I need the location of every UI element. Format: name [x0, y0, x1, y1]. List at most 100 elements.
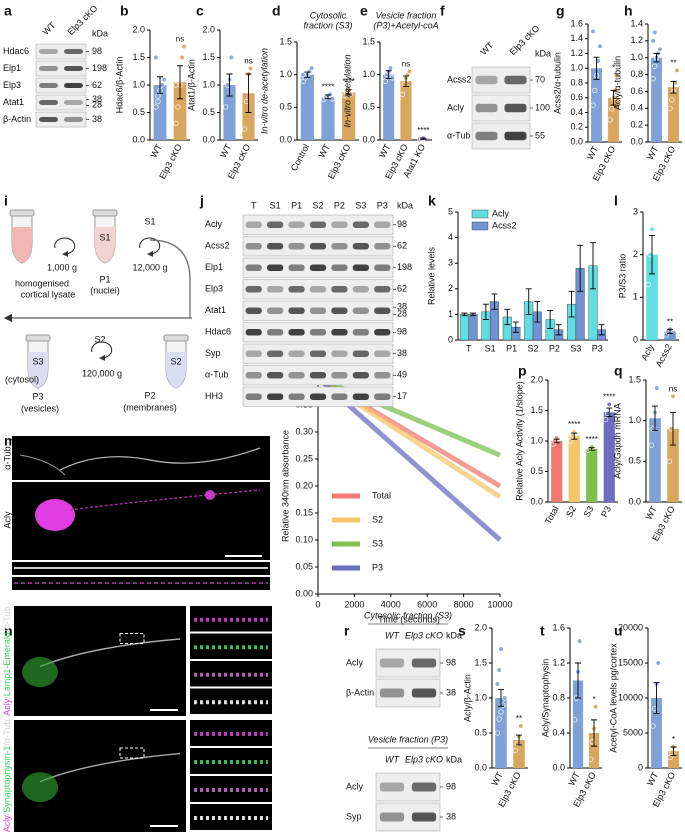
- error-bar: [547, 310, 554, 329]
- panel-letter: a: [4, 3, 12, 19]
- roi: [119, 747, 145, 759]
- blot-band: [352, 264, 369, 271]
- blot-band: [245, 350, 262, 357]
- blot-column-label: P3: [377, 200, 388, 210]
- bar: [668, 87, 679, 142]
- blot-band: [331, 243, 348, 250]
- bracket: [149, 239, 191, 318]
- legend-label: S2: [372, 514, 383, 524]
- blot-band: [39, 99, 58, 106]
- panel-letter: g: [556, 3, 565, 19]
- blot-band: [504, 75, 527, 85]
- data-point: [389, 75, 395, 81]
- significance: **: [670, 58, 676, 67]
- y-axis-label: Relative Acly Activity (1/slope): [514, 381, 524, 501]
- tube-liquid: [12, 227, 32, 263]
- y-tick-label: 1: [633, 292, 638, 302]
- kda-label: kDa: [446, 630, 462, 640]
- panel-letter: s: [458, 623, 466, 639]
- bar: [153, 85, 167, 140]
- data-point: [382, 78, 388, 84]
- y-tick-label: 0.0: [570, 136, 583, 146]
- error-bar: [575, 662, 581, 699]
- error-bar: [403, 75, 409, 87]
- blot-band: [309, 307, 327, 314]
- error-bar: [593, 56, 600, 80]
- blot-column-label: T: [251, 200, 257, 210]
- error-bar: [670, 412, 676, 446]
- data-point: [173, 82, 179, 88]
- data-point: [650, 76, 656, 82]
- blot-band: [374, 243, 391, 250]
- data-point: [592, 87, 598, 94]
- blot-band: [331, 264, 348, 271]
- bar: [588, 733, 600, 768]
- x-tick-label: WT: [643, 504, 659, 521]
- blot-row-label: α-Tub: [205, 370, 228, 380]
- y-tick-label: 0.15: [295, 507, 313, 517]
- x-tick-label: S2: [564, 504, 578, 518]
- blot-band: [331, 372, 348, 379]
- diagram-label: (nuclei): [90, 285, 120, 295]
- significance: ns: [176, 35, 184, 44]
- kda-marker: 49: [397, 370, 407, 380]
- bar: [551, 441, 563, 502]
- bar: [651, 57, 662, 142]
- blot-row-label: Elp3: [205, 284, 223, 294]
- data-point: [589, 739, 596, 745]
- blot-band: [309, 329, 327, 336]
- panel-title: Cytosolic: [310, 10, 347, 20]
- soma: [22, 772, 58, 803]
- y-tick-label: 0.2: [570, 122, 583, 132]
- bar: [649, 418, 661, 502]
- channel-label-part: /: [2, 743, 12, 746]
- significance: ****: [342, 77, 354, 86]
- y-tick-label: 1.5: [362, 36, 375, 46]
- data-point: [654, 385, 660, 391]
- blot-band: [245, 286, 262, 293]
- blot-band: [331, 221, 348, 228]
- blot-band: [64, 116, 83, 123]
- spin-arrow: [54, 237, 76, 257]
- y-tick-label: 1.2: [570, 48, 583, 58]
- data-point: [406, 68, 413, 75]
- error-bar: [420, 137, 427, 140]
- data-point: [652, 705, 658, 712]
- error-bar: [610, 89, 617, 106]
- error-bar: [588, 447, 595, 451]
- y-tick-label: 1.0: [362, 69, 375, 79]
- panel-letter: b: [120, 3, 129, 19]
- y-tick-label: 1.5: [132, 52, 145, 62]
- panel-title: (P3)+Acetyl-coA: [373, 20, 438, 30]
- y-axis-label: In-vitro de-acetylation: [259, 48, 269, 134]
- data-point: [655, 660, 661, 666]
- error-bar: [568, 290, 575, 318]
- x-tick-label: 10000: [487, 599, 512, 609]
- diagram-label: 120,000 g: [82, 368, 122, 378]
- channel-label: Acly/Lamp1-Emerald/α-Tub: [2, 606, 12, 715]
- blot-row-label: Hdac6: [3, 46, 29, 56]
- error-bar: [498, 689, 504, 707]
- significance: *: [672, 735, 675, 744]
- error-bar: [482, 303, 489, 320]
- channel-label-part: /: [2, 629, 12, 632]
- y-tick-label: 1.0: [530, 435, 543, 445]
- error-bar: [516, 734, 522, 746]
- blot-band: [352, 307, 369, 314]
- data-point: [652, 29, 658, 36]
- x-tick-label: S3: [570, 343, 581, 353]
- blot-band: [288, 350, 305, 357]
- blot-band: [411, 688, 437, 698]
- y-tick-label: 15000: [618, 657, 643, 667]
- blot-band: [267, 264, 284, 271]
- data-point: [666, 458, 672, 464]
- blot-band: [374, 307, 391, 314]
- y-tick-label: 1.6: [570, 18, 583, 28]
- data-point: [300, 72, 306, 78]
- kda-marker: 28: [92, 100, 102, 110]
- y-tick-label: 20000: [618, 622, 643, 632]
- channel-label: α-Tub: [2, 446, 12, 469]
- y-tick-label: 3: [448, 258, 453, 268]
- bar: [321, 96, 335, 140]
